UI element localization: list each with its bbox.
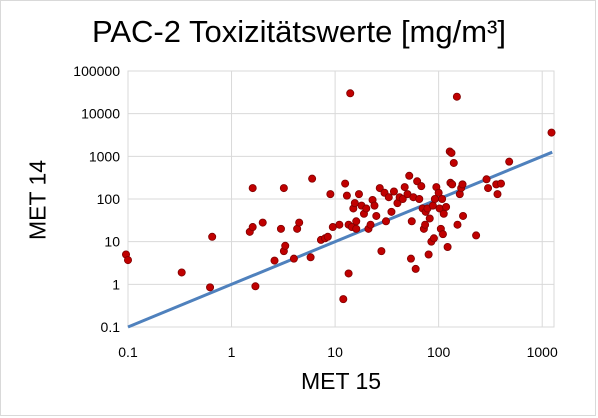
data-point [124, 256, 133, 265]
data-point [482, 175, 491, 184]
x-tick-label: 1000 [527, 344, 558, 360]
data-point [248, 184, 257, 193]
reference-line [127, 150, 553, 329]
data-point [439, 209, 448, 218]
data-point [362, 204, 371, 213]
grid-lines [127, 70, 555, 328]
data-point [342, 191, 351, 200]
data-point [295, 218, 304, 227]
data-point [258, 218, 267, 227]
data-point [442, 202, 451, 211]
data-point [400, 183, 409, 192]
x-axis-label: MET 15 [300, 368, 382, 394]
data-point [352, 224, 361, 233]
data-point [308, 174, 317, 183]
data-point [443, 242, 452, 251]
chart-title: PAC-2 Toxizitätswerte [mg/m³] [91, 14, 506, 49]
data-point [447, 148, 456, 157]
y-tick-label: 1000 [89, 148, 120, 164]
data-point [406, 254, 415, 263]
data-point [177, 268, 186, 277]
data-point [411, 264, 420, 273]
data-point [484, 184, 493, 193]
data-point [323, 232, 332, 241]
data-point [289, 254, 298, 263]
data-point [448, 180, 457, 189]
x-tick-label: 100 [427, 344, 451, 360]
data-point [384, 193, 393, 202]
data-point [279, 184, 288, 193]
data-point [341, 179, 350, 188]
data-point [306, 253, 315, 262]
data-point [434, 188, 443, 197]
data-point [326, 190, 335, 199]
data-point [248, 223, 257, 232]
x-tick-label: 10 [327, 344, 343, 360]
data-point [346, 89, 355, 98]
reference-line-layer [127, 150, 553, 329]
data-point [458, 180, 467, 189]
y-tick-label: 100000 [73, 63, 120, 79]
data-point [375, 184, 384, 193]
data-point [438, 230, 447, 239]
tick-labels: 0.1 1 10 100 1000 10000 100000 0.1 1 10 100 1000 [73, 63, 558, 360]
y-tick-label: 0.1 [101, 319, 121, 335]
data-point [377, 247, 386, 256]
data-point [453, 220, 462, 229]
data-point [381, 217, 390, 226]
data-point [206, 283, 215, 292]
data-point [505, 157, 514, 166]
data-point [547, 128, 556, 137]
data-point [405, 171, 414, 180]
data-point [281, 241, 290, 250]
data-point [407, 217, 416, 226]
data-point [389, 187, 398, 196]
data-point [251, 282, 260, 291]
data-point [208, 232, 217, 241]
data-point [449, 158, 458, 167]
data-point [339, 295, 348, 304]
data-point [496, 179, 505, 188]
data-point [415, 194, 424, 203]
data-point [417, 182, 426, 191]
data-point [459, 211, 468, 220]
data-point [398, 194, 407, 203]
y-tick-label: 1 [112, 276, 120, 292]
y-tick-label: 10 [104, 234, 120, 250]
data-point [270, 256, 279, 265]
data-point [354, 190, 363, 199]
data-point [276, 224, 285, 233]
x-tick-label: 1 [228, 344, 236, 360]
data-point [425, 214, 434, 223]
data-point [344, 269, 353, 278]
y-tick-label: 100 [97, 191, 121, 207]
data-point [493, 190, 502, 199]
data-point [352, 217, 361, 226]
data-point [424, 250, 433, 259]
data-point [438, 194, 447, 203]
data-point [350, 199, 359, 208]
data-point [429, 234, 438, 243]
plot-area-border [127, 70, 555, 328]
data-point [335, 220, 344, 229]
data-point [472, 231, 481, 240]
data-point [366, 220, 375, 229]
y-tick-label: 10000 [81, 106, 120, 122]
data-point [328, 223, 337, 232]
data-points [122, 89, 556, 304]
data-point [372, 211, 381, 220]
data-point [428, 201, 437, 210]
data-point [387, 207, 396, 216]
x-tick-label: 0.1 [118, 344, 138, 360]
data-point [421, 220, 430, 229]
data-point [452, 92, 461, 101]
data-point [370, 201, 379, 210]
